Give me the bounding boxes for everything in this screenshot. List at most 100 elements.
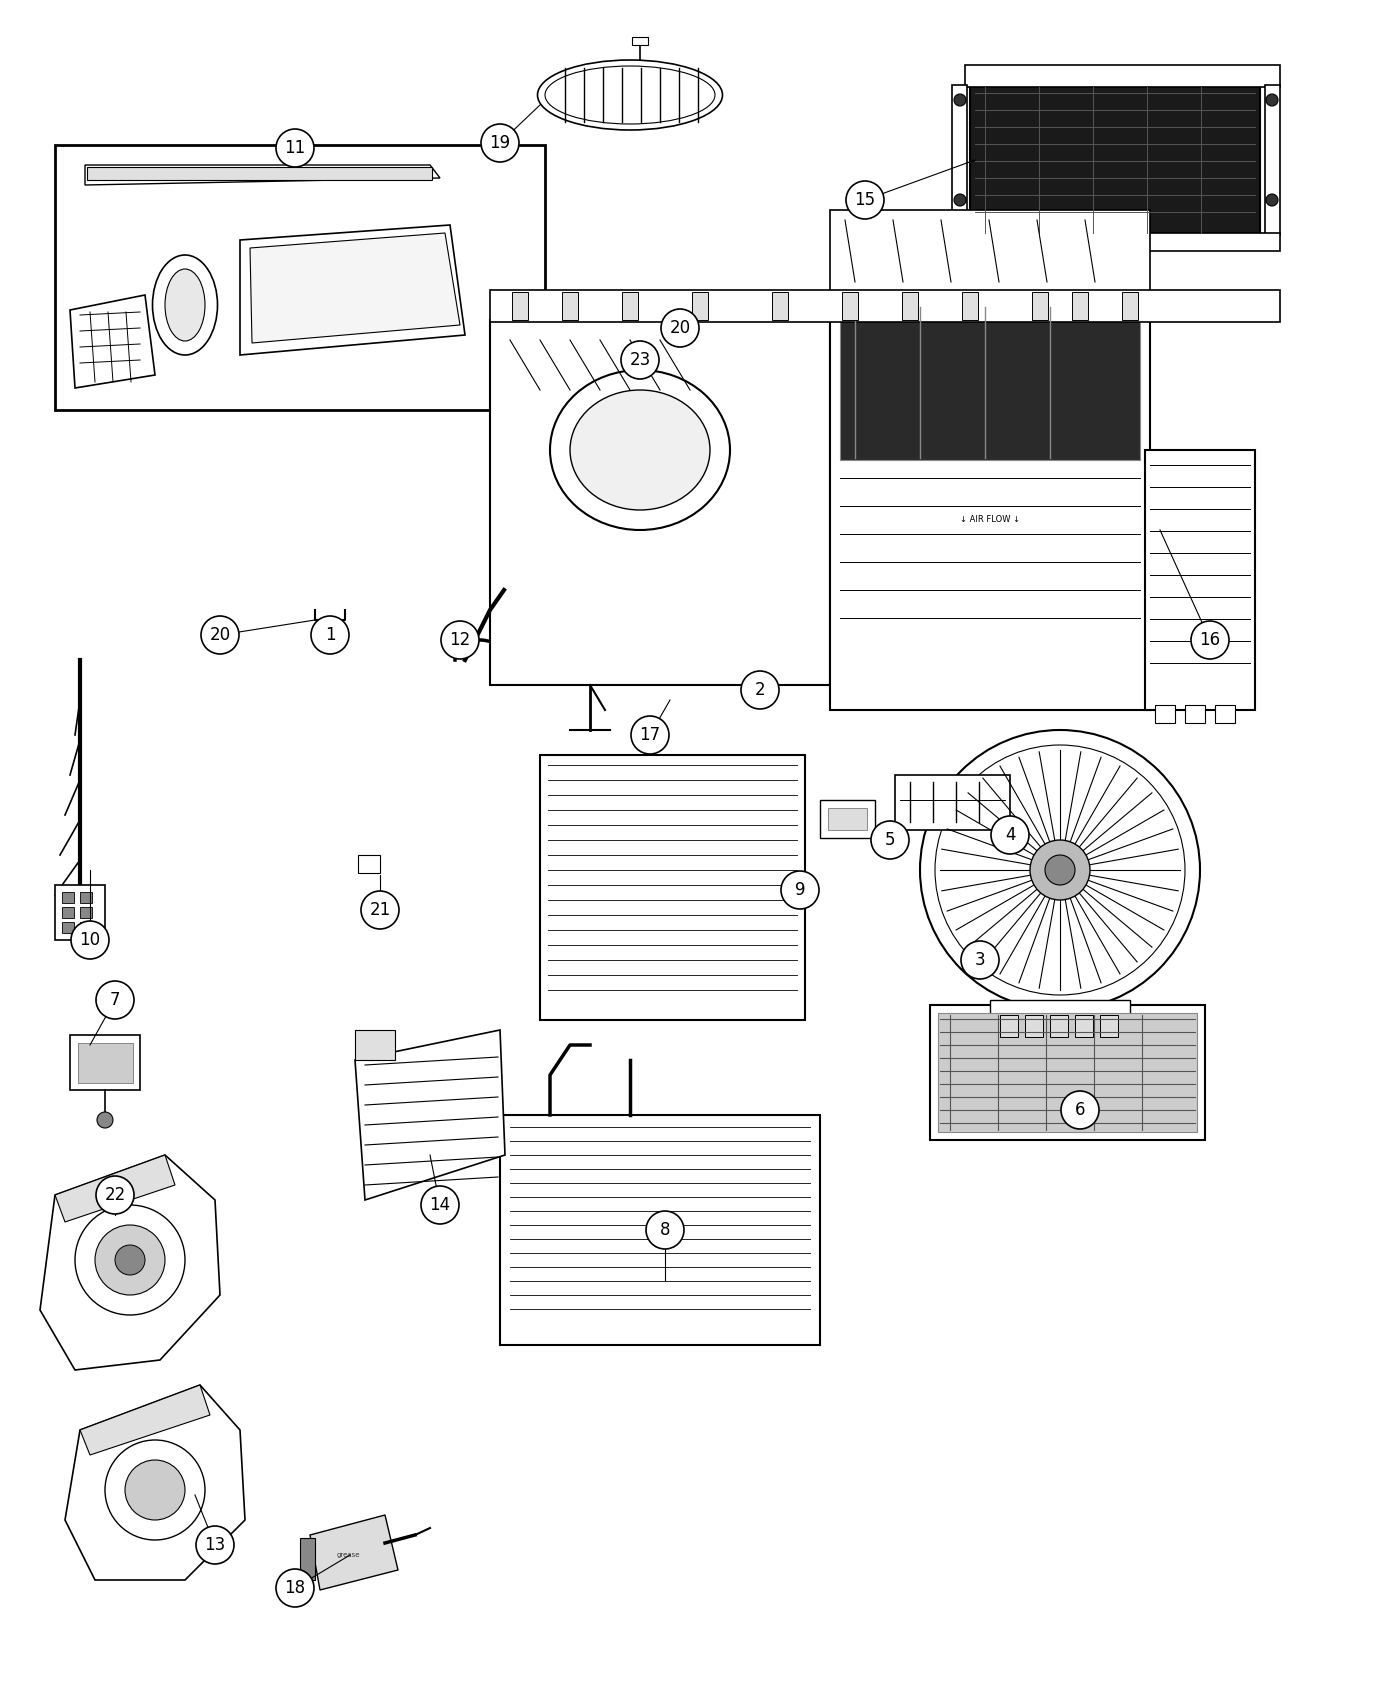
Text: 20: 20 xyxy=(669,320,690,337)
Text: 21: 21 xyxy=(370,901,391,920)
FancyBboxPatch shape xyxy=(1100,1015,1119,1037)
Circle shape xyxy=(71,921,109,959)
Circle shape xyxy=(1266,194,1278,206)
Text: 9: 9 xyxy=(795,881,805,899)
FancyBboxPatch shape xyxy=(902,292,918,320)
Circle shape xyxy=(115,1244,146,1275)
Circle shape xyxy=(76,1205,185,1316)
Circle shape xyxy=(441,620,479,660)
Polygon shape xyxy=(356,1030,505,1200)
Circle shape xyxy=(1030,840,1091,899)
Circle shape xyxy=(97,1112,113,1129)
Polygon shape xyxy=(251,233,461,343)
FancyBboxPatch shape xyxy=(1072,292,1088,320)
FancyBboxPatch shape xyxy=(561,292,578,320)
Circle shape xyxy=(953,194,966,206)
Polygon shape xyxy=(309,1515,398,1590)
FancyBboxPatch shape xyxy=(840,304,1140,461)
FancyBboxPatch shape xyxy=(622,292,638,320)
Circle shape xyxy=(125,1460,185,1520)
FancyBboxPatch shape xyxy=(965,65,1280,87)
Circle shape xyxy=(1044,855,1075,886)
FancyBboxPatch shape xyxy=(356,1030,395,1061)
Circle shape xyxy=(991,816,1029,853)
FancyBboxPatch shape xyxy=(87,167,433,180)
FancyBboxPatch shape xyxy=(1215,706,1235,722)
Circle shape xyxy=(781,870,819,910)
Text: 2: 2 xyxy=(755,682,766,699)
Circle shape xyxy=(1061,1091,1099,1129)
Text: 17: 17 xyxy=(640,726,661,745)
FancyBboxPatch shape xyxy=(70,1035,140,1090)
Text: ↓ AIR FLOW ↓: ↓ AIR FLOW ↓ xyxy=(960,515,1021,525)
Text: 23: 23 xyxy=(630,350,651,369)
FancyBboxPatch shape xyxy=(952,85,967,235)
Circle shape xyxy=(871,821,909,858)
FancyBboxPatch shape xyxy=(80,892,92,903)
FancyBboxPatch shape xyxy=(990,1000,1130,1035)
Circle shape xyxy=(741,672,778,709)
FancyBboxPatch shape xyxy=(490,291,1280,321)
Polygon shape xyxy=(85,165,440,185)
Polygon shape xyxy=(41,1154,220,1370)
Ellipse shape xyxy=(153,255,217,355)
FancyBboxPatch shape xyxy=(62,892,74,903)
Text: 15: 15 xyxy=(854,190,875,209)
FancyBboxPatch shape xyxy=(1184,706,1205,722)
Ellipse shape xyxy=(538,60,722,129)
FancyBboxPatch shape xyxy=(80,908,92,918)
Circle shape xyxy=(960,942,1000,979)
FancyBboxPatch shape xyxy=(930,1005,1205,1141)
Circle shape xyxy=(661,309,699,347)
Text: 5: 5 xyxy=(885,831,895,848)
Circle shape xyxy=(361,891,399,928)
FancyBboxPatch shape xyxy=(1266,85,1280,235)
FancyBboxPatch shape xyxy=(1032,292,1049,320)
Circle shape xyxy=(276,129,314,167)
Circle shape xyxy=(631,716,669,755)
Text: 18: 18 xyxy=(284,1579,305,1596)
Text: 22: 22 xyxy=(105,1187,126,1204)
FancyBboxPatch shape xyxy=(830,291,1149,711)
Polygon shape xyxy=(70,296,155,388)
Text: 11: 11 xyxy=(284,139,305,156)
FancyBboxPatch shape xyxy=(1000,1015,1018,1037)
Circle shape xyxy=(105,1440,204,1540)
FancyBboxPatch shape xyxy=(965,233,1280,252)
Circle shape xyxy=(97,1176,134,1214)
Text: 19: 19 xyxy=(490,134,511,151)
Circle shape xyxy=(953,94,966,105)
FancyBboxPatch shape xyxy=(512,292,528,320)
Circle shape xyxy=(202,615,239,654)
Ellipse shape xyxy=(550,371,729,530)
Text: 12: 12 xyxy=(449,631,470,649)
Text: 20: 20 xyxy=(210,626,231,644)
Ellipse shape xyxy=(545,66,715,124)
Text: 1: 1 xyxy=(325,626,336,644)
Circle shape xyxy=(1191,620,1229,660)
FancyBboxPatch shape xyxy=(540,755,805,1020)
FancyBboxPatch shape xyxy=(78,1044,133,1083)
FancyBboxPatch shape xyxy=(1145,450,1254,711)
FancyBboxPatch shape xyxy=(55,144,545,410)
Text: 16: 16 xyxy=(1200,631,1221,649)
FancyBboxPatch shape xyxy=(970,85,1260,235)
FancyBboxPatch shape xyxy=(692,292,708,320)
FancyBboxPatch shape xyxy=(358,855,379,874)
Text: 3: 3 xyxy=(974,950,986,969)
Circle shape xyxy=(622,342,659,379)
FancyBboxPatch shape xyxy=(830,211,1149,292)
FancyBboxPatch shape xyxy=(820,801,875,838)
FancyBboxPatch shape xyxy=(490,320,830,685)
Text: 6: 6 xyxy=(1075,1102,1085,1119)
Text: 13: 13 xyxy=(204,1537,225,1554)
Circle shape xyxy=(846,180,883,219)
FancyBboxPatch shape xyxy=(827,808,867,830)
Polygon shape xyxy=(239,224,465,355)
FancyBboxPatch shape xyxy=(62,908,74,918)
Polygon shape xyxy=(80,1386,210,1455)
Polygon shape xyxy=(55,1154,175,1222)
Ellipse shape xyxy=(165,269,204,342)
FancyBboxPatch shape xyxy=(962,292,979,320)
FancyBboxPatch shape xyxy=(1050,252,1130,270)
